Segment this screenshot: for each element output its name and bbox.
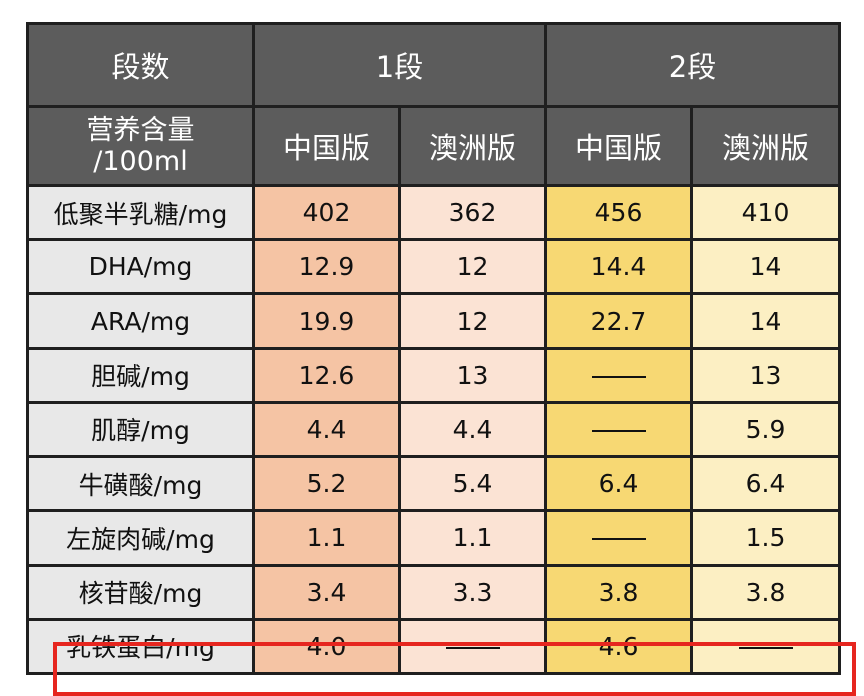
value-cell: 4.4	[252, 400, 401, 459]
dash-mark	[738, 646, 793, 649]
table-row: ARA/mg 19.9 12 22.7 14	[26, 292, 842, 350]
value-cell: 362	[397, 183, 548, 242]
stage-header-row: 段数 1段 2段	[26, 22, 842, 108]
nutrient-label-line1: 营养含量	[86, 115, 195, 146]
not-available-cell	[544, 509, 694, 567]
version-header-stage1-china: 中国版	[252, 105, 401, 187]
value-cell: 3.8	[690, 563, 842, 621]
value-cell: 13	[397, 346, 548, 404]
dash-mark	[445, 646, 500, 649]
value-cell: 12.6	[252, 346, 401, 404]
value-cell: 4.4	[397, 400, 548, 459]
table-row: 牛磺酸/mg 5.2 5.4 6.4 6.4	[26, 455, 842, 513]
nutrient-label: 左旋肉碱/mg	[26, 509, 255, 567]
nutrient-label: DHA/mg	[26, 238, 255, 296]
dash-mark	[591, 375, 646, 378]
nutrition-comparison-table: 段数 1段 2段 营养含量 /100ml 中国版 澳洲版 中国版 澳洲版 低聚半…	[26, 22, 842, 676]
value-cell: 1.5	[690, 509, 842, 567]
nutrient-label: 乳铁蛋白/mg	[26, 617, 255, 676]
not-available-cell	[690, 617, 842, 676]
value-cell: 22.7	[544, 292, 694, 350]
nutrient-label-header: 营养含量 /100ml	[26, 105, 255, 187]
table-row: 核苷酸/mg 3.4 3.3 3.8 3.8	[26, 563, 842, 621]
table-row: 乳铁蛋白/mg 4.0 4.6	[26, 617, 842, 676]
nutrient-label: 胆碱/mg	[26, 346, 255, 404]
value-cell: 5.9	[690, 400, 842, 459]
value-cell: 1.1	[397, 509, 548, 567]
value-cell: 6.4	[690, 455, 842, 513]
value-cell: 402	[252, 183, 401, 242]
value-cell: 456	[544, 183, 694, 242]
value-cell: 14	[690, 238, 842, 296]
value-cell: 4.0	[252, 617, 401, 676]
table-row: 左旋肉碱/mg 1.1 1.1 1.5	[26, 509, 842, 567]
nutrient-label: 低聚半乳糖/mg	[26, 183, 255, 242]
dash-mark	[591, 538, 646, 541]
value-cell: 12.9	[252, 238, 401, 296]
not-available-cell	[397, 617, 548, 676]
not-available-cell	[544, 400, 694, 459]
value-cell: 5.4	[397, 455, 548, 513]
not-available-cell	[544, 346, 694, 404]
value-cell: 3.4	[252, 563, 401, 621]
table-row: 低聚半乳糖/mg 402 362 456 410	[26, 183, 842, 242]
nutrient-label: 肌醇/mg	[26, 400, 255, 459]
table-row: DHA/mg 12.9 12 14.4 14	[26, 238, 842, 296]
value-cell: 12	[397, 238, 548, 296]
value-cell: 14.4	[544, 238, 694, 296]
value-cell: 5.2	[252, 455, 401, 513]
value-cell: 14	[690, 292, 842, 350]
value-cell: 6.4	[544, 455, 694, 513]
value-cell: 12	[397, 292, 548, 350]
table-row: 胆碱/mg 12.6 13 13	[26, 346, 842, 404]
version-header-stage2-australia: 澳洲版	[690, 105, 842, 187]
stage-label: 段数	[26, 22, 255, 108]
version-header-stage1-australia: 澳洲版	[397, 105, 548, 187]
value-cell: 3.3	[397, 563, 548, 621]
table-row: 肌醇/mg 4.4 4.4 5.9	[26, 400, 842, 459]
stage2-header: 2段	[544, 22, 842, 108]
nutrient-label-line2: /100ml	[93, 146, 188, 177]
value-cell: 13	[690, 346, 842, 404]
comparison-table-container: 段数 1段 2段 营养含量 /100ml 中国版 澳洲版 中国版 澳洲版 低聚半…	[26, 22, 856, 696]
value-cell: 3.8	[544, 563, 694, 621]
version-header-stage2-china: 中国版	[544, 105, 694, 187]
value-cell: 1.1	[252, 509, 401, 567]
stage1-header: 1段	[251, 22, 548, 108]
version-header-row: 营养含量 /100ml 中国版 澳洲版 中国版 澳洲版	[26, 105, 842, 187]
nutrient-label: 核苷酸/mg	[26, 563, 255, 621]
table-body: 低聚半乳糖/mg 402 362 456 410 DHA/mg 12.9 12 14.4 14 AR…	[26, 183, 842, 676]
value-cell: 19.9	[252, 292, 401, 350]
value-cell: 410	[690, 183, 842, 242]
dash-mark	[591, 429, 646, 432]
value-cell: 4.6	[544, 617, 694, 676]
nutrient-label: ARA/mg	[26, 292, 255, 350]
nutrient-label: 牛磺酸/mg	[26, 455, 255, 513]
